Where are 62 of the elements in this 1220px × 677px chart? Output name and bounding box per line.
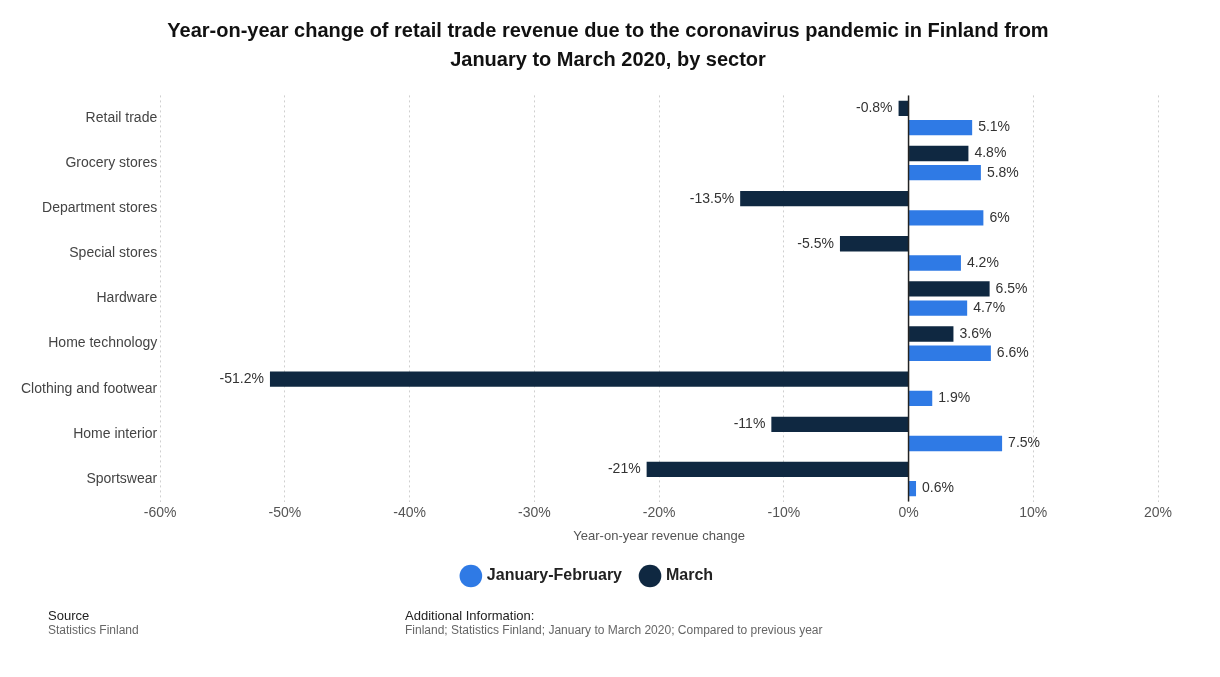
y-tick-label: Special stores	[69, 244, 158, 261]
bar	[909, 281, 990, 297]
bar	[909, 390, 933, 407]
data-label: 4.2%	[966, 253, 999, 270]
legend-label: January-February	[486, 566, 623, 584]
x-axis-title: Year-on-year revenue change	[573, 527, 745, 543]
text: Statistics Finland	[48, 623, 140, 637]
x-tick-label: -40%	[393, 503, 426, 520]
x-tick-label: -10%	[767, 503, 801, 520]
data-label: 6.6%	[996, 344, 1029, 361]
x-tick-label: 10%	[1019, 503, 1048, 520]
data-label: -5.5%	[797, 234, 834, 251]
bar	[909, 255, 961, 271]
data-label: 6%	[989, 208, 1010, 225]
data-label: 4.7%	[973, 298, 1006, 315]
bar	[839, 236, 909, 252]
bar	[740, 190, 909, 207]
x-tick-label: 0%	[898, 503, 919, 520]
data-label: 7.5%	[1008, 434, 1041, 451]
data-label: -0.8%	[855, 99, 893, 116]
y-tick-label: Home technology	[48, 334, 158, 351]
bar	[898, 100, 909, 117]
bar	[771, 416, 909, 432]
bar	[909, 145, 969, 162]
chart-title: Year-on-year change of retail trade revenue due to the coronavirus pandemic in Finland from January to March 2020, by sector	[166, 18, 1050, 72]
text: Source	[48, 608, 91, 623]
x-tick-label: -50%	[268, 503, 302, 520]
bar	[909, 480, 917, 497]
bar	[909, 165, 981, 181]
y-tick-label: Grocery stores	[65, 153, 158, 170]
y-tick-label: Clothing and footwear	[21, 379, 158, 396]
x-tick-label: -60%	[143, 503, 177, 520]
bar	[909, 435, 1003, 452]
bar	[909, 326, 954, 342]
data-label: -21%	[607, 460, 641, 477]
data-label: 5.8%	[986, 163, 1019, 180]
text: Additional Information:	[405, 608, 536, 623]
bar	[909, 119, 973, 136]
data-label: 3.6%	[959, 324, 992, 341]
data-label: 1.9%	[938, 389, 971, 406]
text: Finland; Statistics Finland; January to March 2020; Compared to previous year	[405, 623, 823, 637]
legend-label: March	[666, 566, 714, 584]
y-tick-label: Home interior	[73, 424, 158, 441]
bar	[909, 210, 984, 226]
data-label: -13.5%	[689, 189, 735, 206]
y-tick-label: Sportswear	[86, 469, 158, 486]
bar	[646, 461, 909, 478]
y-tick-label: Retail trade	[85, 108, 158, 125]
x-tick-label: -20%	[642, 503, 676, 520]
data-label: 0.6%	[922, 479, 954, 496]
data-label: 5.1%	[978, 118, 1011, 135]
y-tick-label: Hardware	[96, 289, 158, 306]
data-label: -11%	[733, 415, 766, 432]
x-tick-label: -30%	[518, 503, 551, 520]
data-label: 4.8%	[974, 144, 1007, 161]
bar	[909, 300, 968, 316]
bar	[269, 371, 909, 387]
y-tick-label: Department stores	[42, 199, 158, 216]
bar	[909, 345, 991, 361]
x-tick-label: 20%	[1143, 503, 1173, 520]
data-label: -51.2%	[219, 370, 264, 387]
data-label: 6.5%	[995, 279, 1028, 296]
